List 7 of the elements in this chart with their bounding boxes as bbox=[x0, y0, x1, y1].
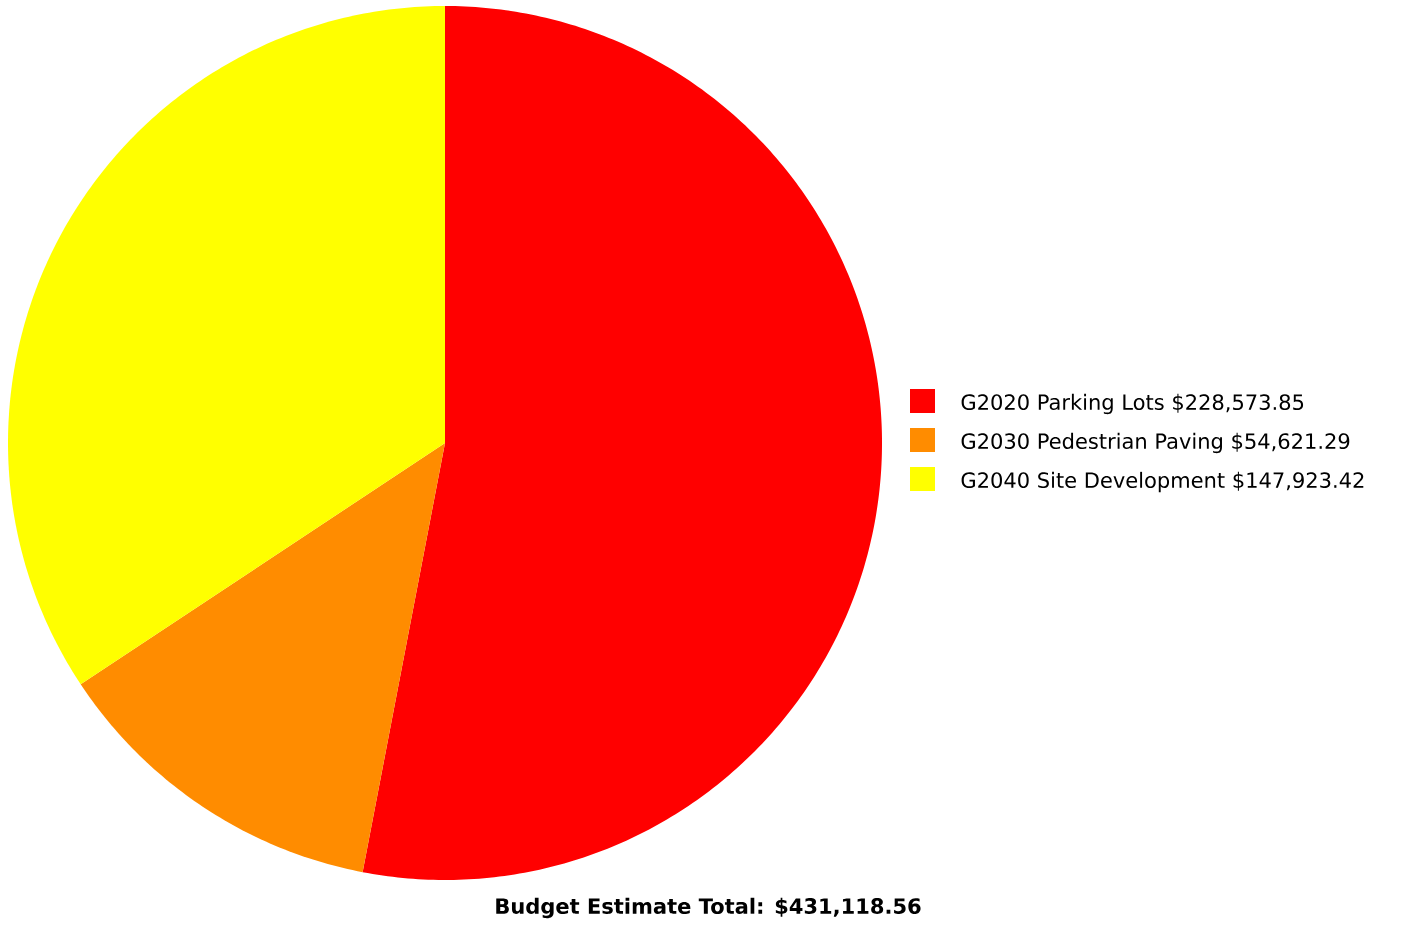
legend-label: G2020 Parking Lots bbox=[961, 393, 1164, 415]
data-label: $147,923.42 bbox=[1233, 471, 1364, 491]
data-label: $54,621.29 bbox=[1232, 432, 1350, 452]
data-label: $228,573.85 bbox=[1173, 393, 1304, 413]
legend-label: G2040 Site Development bbox=[961, 471, 1225, 493]
text: Budget Estimate Total: $431,118.56 bbox=[496, 897, 921, 919]
legend-label: G2030 Pedestrian Paving bbox=[961, 432, 1222, 454]
